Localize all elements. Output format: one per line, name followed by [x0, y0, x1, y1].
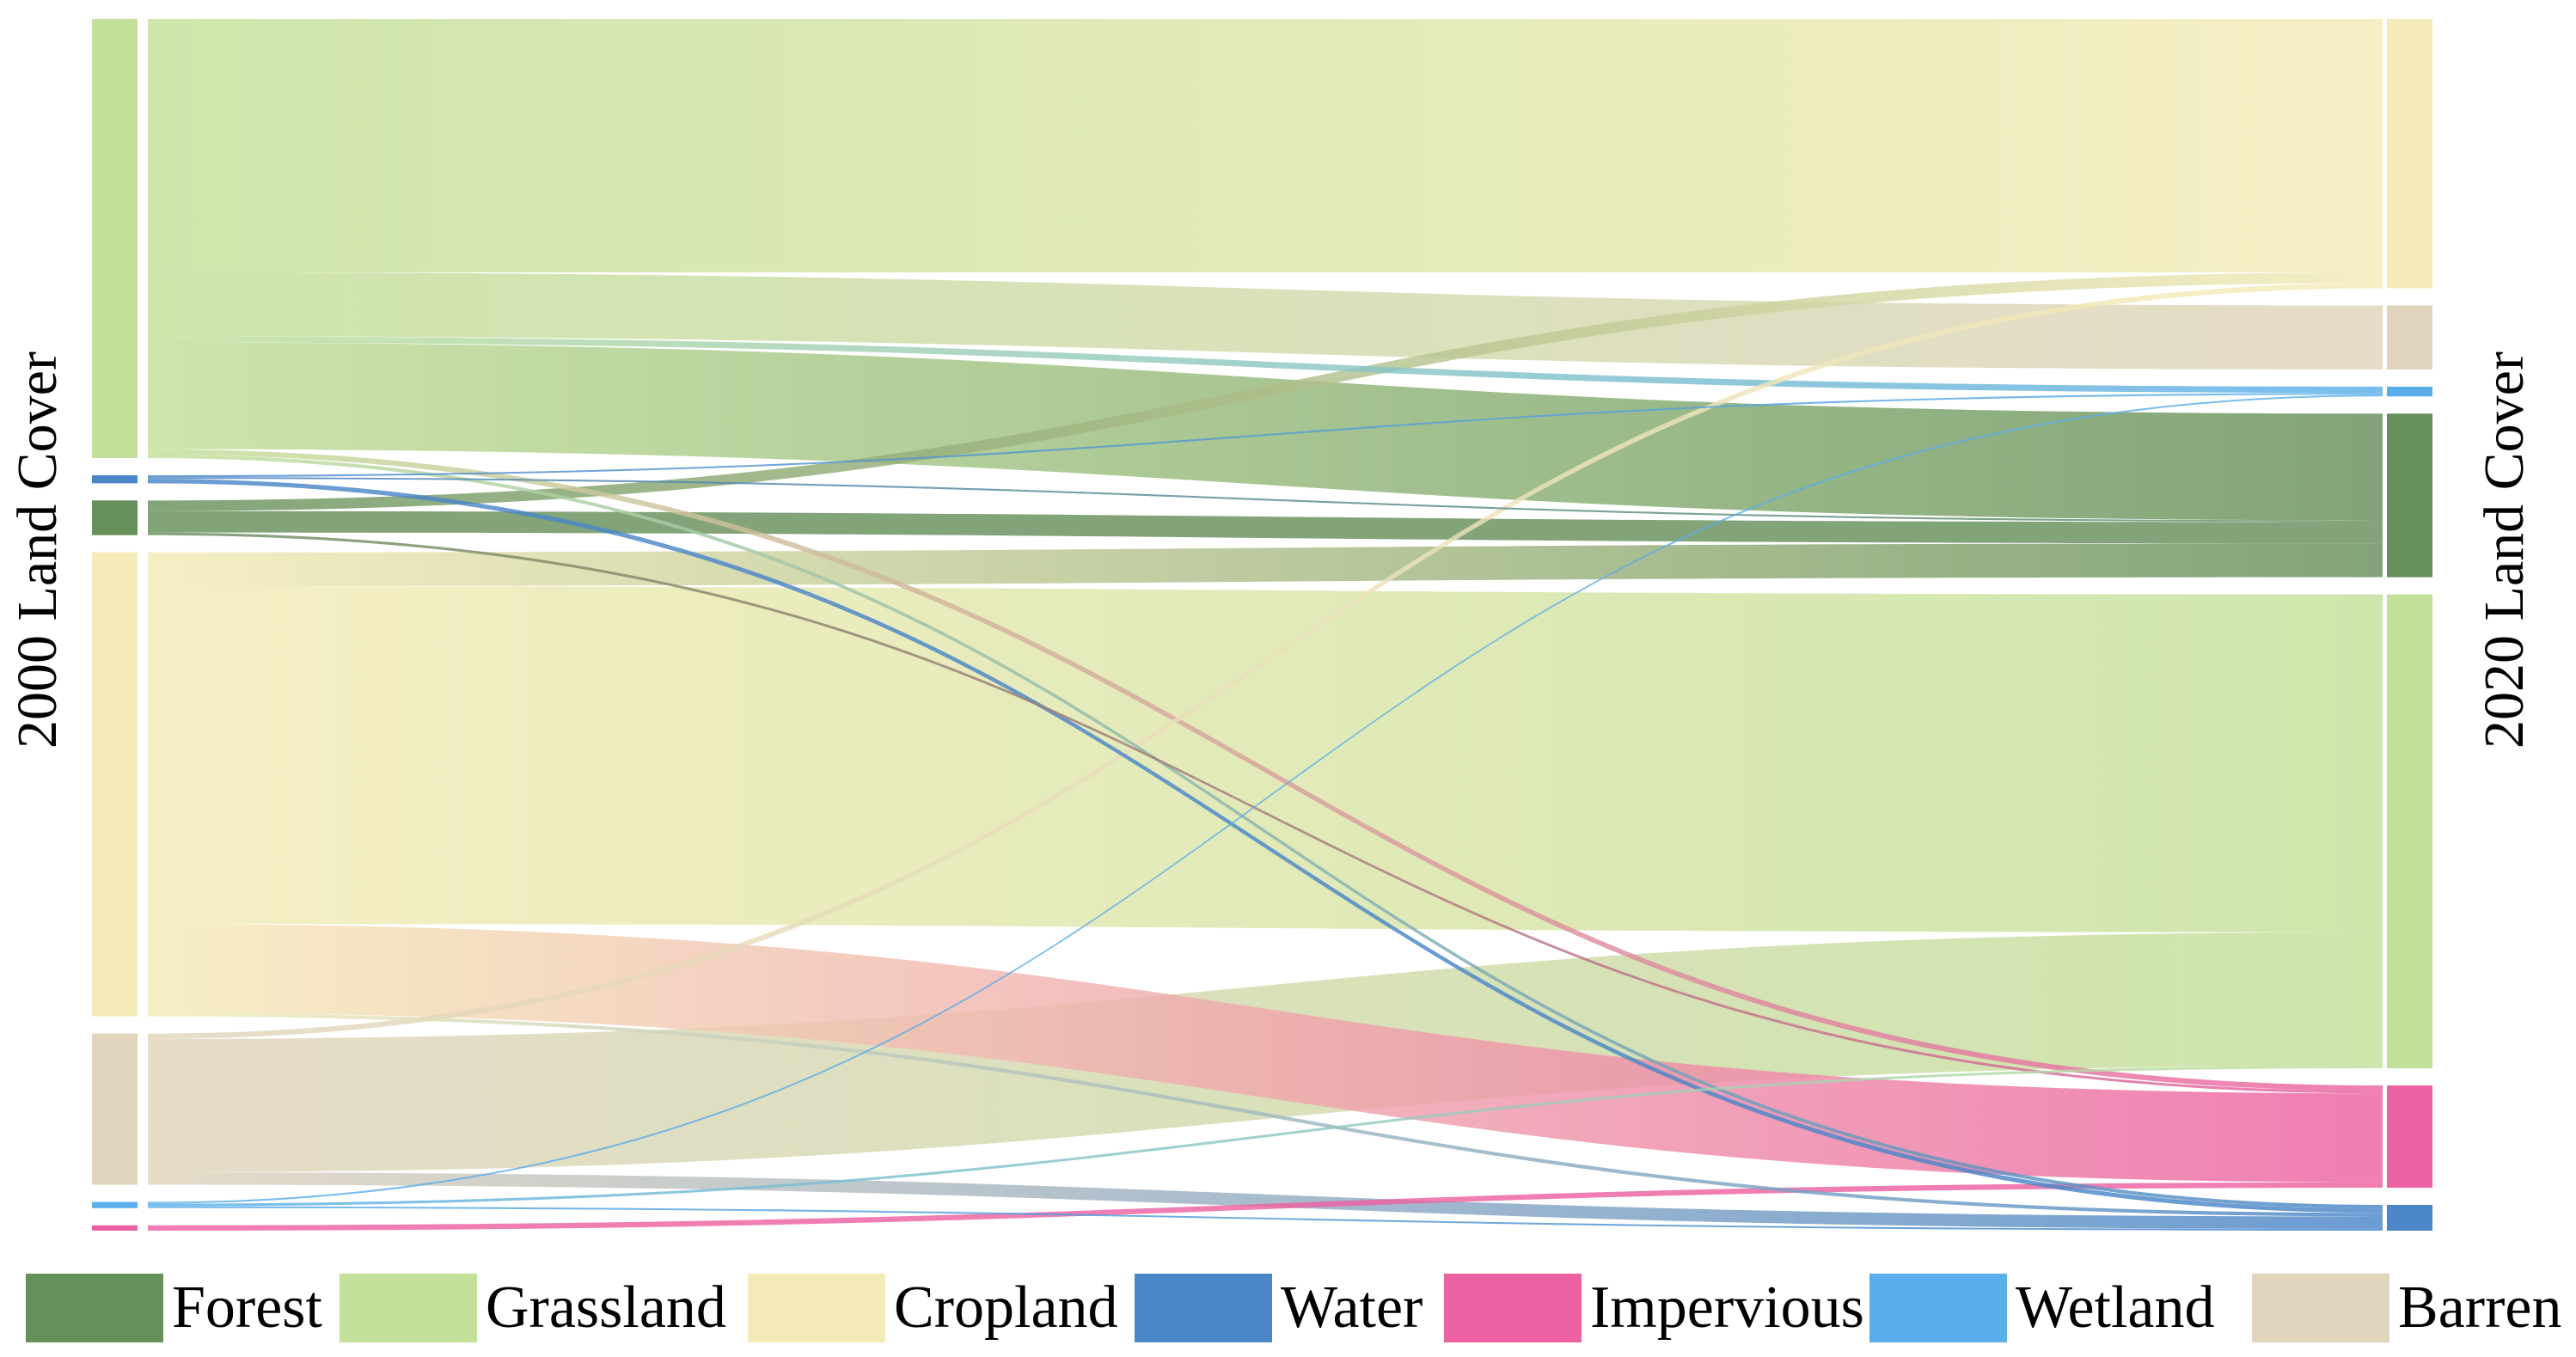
- flow-grassland-to-cropland: [148, 19, 2383, 272]
- flow-barren-to-water: [148, 1172, 2383, 1229]
- flow-barren-to-cropland: [148, 283, 2383, 1039]
- left-node-impervious: [92, 1225, 138, 1231]
- legend-label-barren: Barren: [2398, 1274, 2561, 1341]
- flow-water-to-wetland: [148, 393, 2383, 478]
- flow-cropland-to-water: [148, 1012, 2383, 1217]
- left-axis-label: 2000 Land Cover: [6, 351, 69, 749]
- right-node-barren: [2387, 305, 2432, 370]
- flow-forest-to-cropland: [148, 272, 2383, 511]
- flow-grassland-to-impervious: [148, 449, 2383, 1091]
- flow-impervious-to-impervious: [148, 1182, 2383, 1231]
- links-layer: [148, 19, 2383, 1231]
- right-node-forest: [2387, 413, 2432, 578]
- flow-water-to-water: [148, 479, 2383, 1213]
- legend-swatch-water: [1135, 1274, 1272, 1342]
- left-node-grassland: [92, 19, 138, 459]
- flow-cropland-to-grassland: [148, 586, 2383, 932]
- right-node-impervious: [2387, 1085, 2432, 1188]
- right-node-grassland: [2387, 594, 2432, 1069]
- flow-grassland-to-water: [148, 454, 2383, 1209]
- legend-swatch-impervious: [1444, 1274, 1582, 1342]
- legend-swatch-wetland: [1869, 1274, 2007, 1342]
- right-node-cropland: [2387, 19, 2432, 289]
- legend-swatch-grassland: [340, 1274, 477, 1342]
- legend-label-grassland: Grassland: [486, 1274, 726, 1341]
- legend-label-forest: Forest: [172, 1274, 323, 1341]
- left-node-water: [92, 475, 138, 484]
- legend-label-wetland: Wetland: [2016, 1274, 2215, 1341]
- flow-grassland-to-forest: [148, 342, 2383, 521]
- legend: Forest Grassland Cropland Water Impervious We…: [26, 1274, 2561, 1342]
- left-node-wetland: [92, 1201, 138, 1208]
- flow-cropland-to-impervious: [148, 924, 2383, 1183]
- left-node-forest: [92, 500, 138, 535]
- nodes-layer: [92, 19, 2432, 1231]
- left-node-cropland: [92, 552, 138, 1017]
- right-axis-label: 2020 Land Cover: [2473, 351, 2536, 749]
- flow-grassland-to-wetland: [148, 336, 2383, 394]
- left-node-barren: [92, 1033, 138, 1185]
- flow-cropland-to-forest: [148, 543, 2383, 586]
- flow-forest-to-impervious: [148, 532, 2383, 1094]
- legend-label-cropland: Cropland: [894, 1274, 1118, 1341]
- right-node-water: [2387, 1205, 2432, 1231]
- flow-wetland-to-wetland: [148, 394, 2383, 1204]
- legend-label-water: Water: [1281, 1274, 1423, 1341]
- flow-grassland-to-barren: [148, 272, 2383, 370]
- legend-swatch-cropland: [748, 1274, 885, 1342]
- legend-swatch-barren: [2252, 1274, 2389, 1342]
- flow-wetland-to-water: [148, 1206, 2383, 1231]
- legend-label-impervious: Impervious: [1590, 1274, 1864, 1341]
- right-node-wetland: [2387, 386, 2432, 397]
- flow-water-to-forest: [148, 477, 2383, 523]
- legend-swatch-forest: [26, 1274, 163, 1342]
- flow-wetland-to-grassland: [148, 1065, 2383, 1207]
